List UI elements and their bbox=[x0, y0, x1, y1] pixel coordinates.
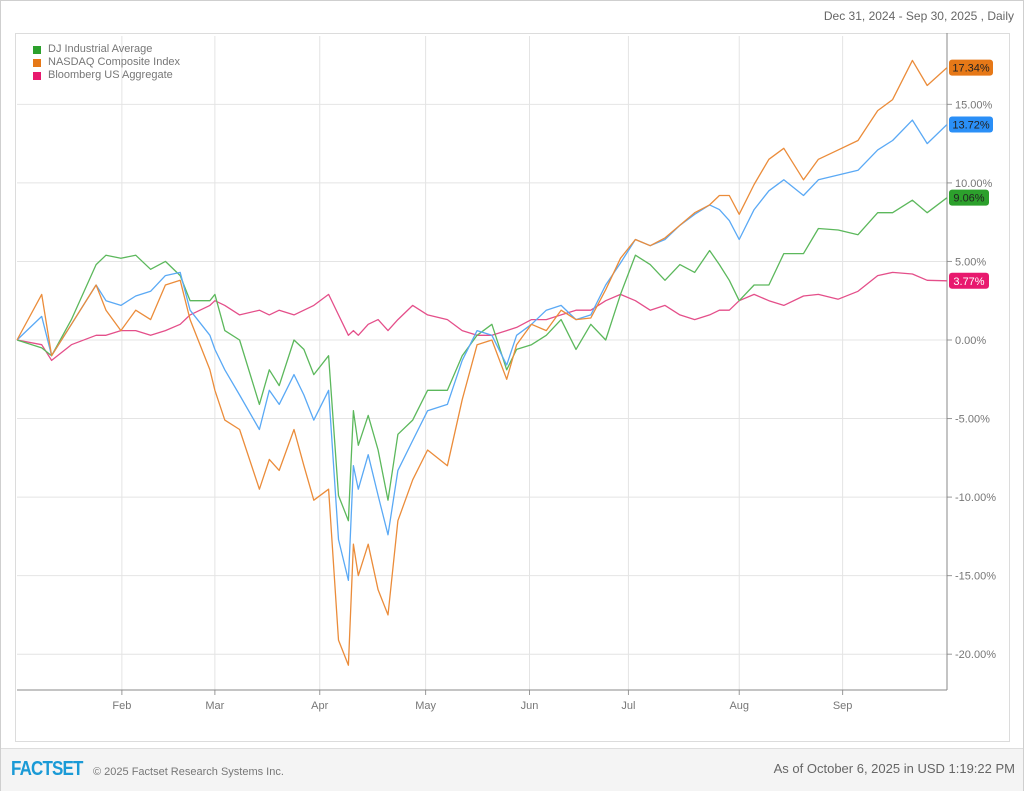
y-tick-label: -15.00% bbox=[955, 571, 996, 583]
y-tick-label: -5.00% bbox=[955, 414, 990, 426]
legend-item[interactable]: NASDAQ Composite Index bbox=[33, 56, 180, 69]
end-value-badge bbox=[949, 59, 993, 76]
series-line-nasdaq-composite-index bbox=[16, 59, 948, 666]
legend-label: NASDAQ Composite Index bbox=[48, 56, 181, 68]
end-value-label: 13.72% bbox=[952, 119, 990, 131]
series-line-dj-industrial-average bbox=[16, 197, 948, 522]
x-tick-label: Jul bbox=[621, 700, 635, 712]
end-value-badge bbox=[949, 116, 993, 133]
series-line-bloomberg-us-aggregate bbox=[16, 271, 948, 362]
x-tick-label: Aug bbox=[729, 700, 749, 712]
as-of-timestamp: As of October 6, 2025 in USD 1:19:22 PM bbox=[773, 761, 1015, 776]
legend-swatch bbox=[33, 45, 41, 54]
y-tick-label: -10.00% bbox=[955, 492, 996, 504]
legend-label: Bloomberg US Aggregate bbox=[48, 69, 173, 81]
y-tick-label: 10.00% bbox=[955, 178, 993, 190]
legend-swatch bbox=[33, 71, 41, 80]
x-tick-label: Feb bbox=[112, 700, 131, 712]
end-value-label: 17.34% bbox=[952, 63, 990, 75]
end-value-badge bbox=[949, 272, 989, 289]
factset-logo: FACTSET bbox=[11, 758, 83, 780]
x-tick-label: Mar bbox=[205, 700, 224, 712]
series-line-unlabeled bbox=[16, 119, 948, 582]
legend-item[interactable]: Bloomberg US Aggregate bbox=[33, 69, 180, 82]
y-tick-label: 5.00% bbox=[955, 256, 986, 268]
y-tick-label: 0.00% bbox=[955, 335, 986, 347]
footer: FACTSET © 2025 Factset Research Systems … bbox=[1, 748, 1023, 791]
chart-area bbox=[15, 33, 1010, 742]
end-value-label: 9.06% bbox=[953, 193, 984, 205]
legend-label: DJ Industrial Average bbox=[48, 43, 153, 55]
legend-item[interactable]: DJ Industrial Average bbox=[33, 43, 180, 56]
end-value-label: 3.77% bbox=[953, 276, 984, 288]
legend: DJ Industrial Average NASDAQ Composite In… bbox=[33, 43, 180, 82]
x-tick-label: Apr bbox=[311, 700, 328, 712]
line-chart: 15.00% 10.00% 5.00% 0.00% -5.00% -10.00% -15.0… bbox=[16, 33, 996, 712]
x-tick-label: Sep bbox=[833, 700, 853, 712]
date-range: Dec 31, 2024 - Sep 30, 2025 , Daily bbox=[823, 9, 1014, 23]
x-tick-label: May bbox=[415, 700, 436, 712]
copyright: © 2025 Factset Research Systems Inc. bbox=[93, 766, 284, 778]
x-tick-label: Jun bbox=[521, 700, 539, 712]
legend-swatch bbox=[33, 58, 41, 67]
y-tick-label: 15.00% bbox=[955, 99, 993, 111]
end-value-badge bbox=[949, 189, 989, 206]
y-tick-label: -20.00% bbox=[955, 649, 996, 661]
